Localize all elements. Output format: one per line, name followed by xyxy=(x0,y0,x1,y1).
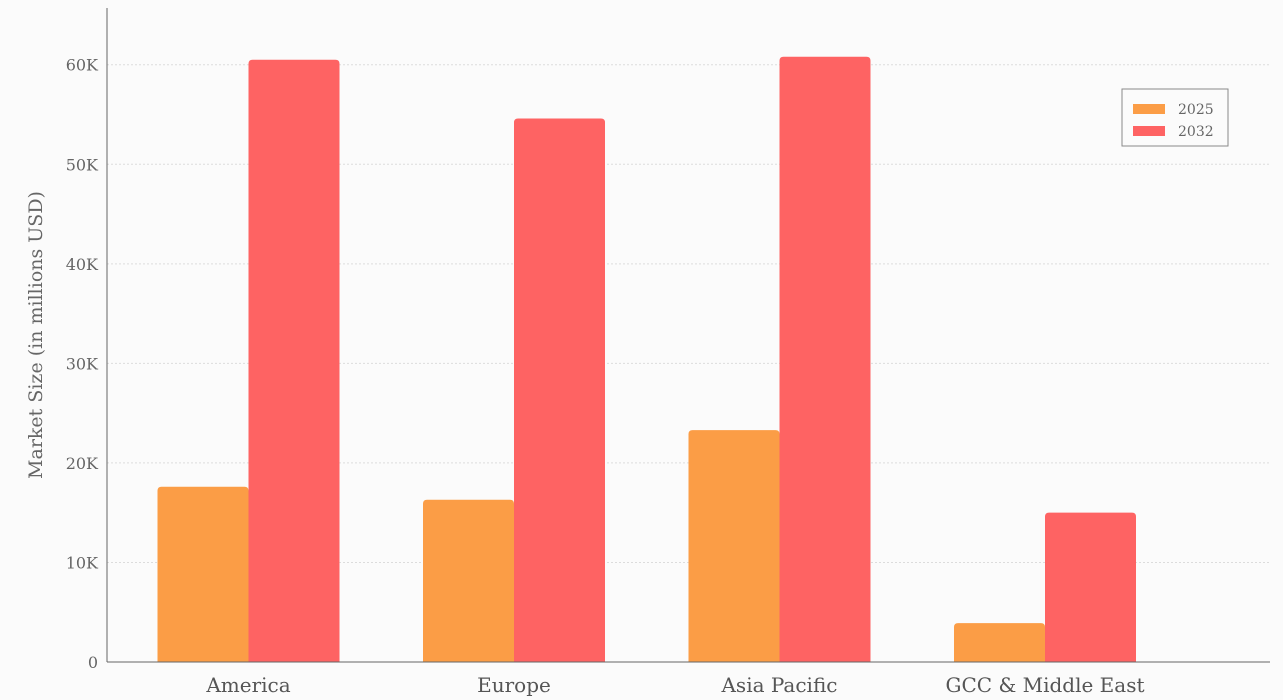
legend-box xyxy=(1121,88,1229,147)
legend-swatch xyxy=(1133,126,1165,136)
y-tick-label: 0 xyxy=(88,653,98,672)
axes xyxy=(106,8,1270,663)
legend-swatch xyxy=(1133,104,1165,114)
bar-2025-gcc-middle-east xyxy=(954,623,1045,662)
x-tick-label: Europe xyxy=(477,673,551,696)
y-tick-label: 20K xyxy=(66,454,99,473)
y-tick-label: 40K xyxy=(66,255,99,274)
x-tick-labels: America Europe Asia Pacific GCC & Middle Ea… xyxy=(205,673,1145,697)
bar-2025-asia-pacific xyxy=(688,430,780,662)
bar-2025-america xyxy=(157,486,249,662)
y-tick-label: 60K xyxy=(66,56,99,75)
bar-2032-america xyxy=(248,59,340,662)
bar-2025-europe xyxy=(423,499,514,662)
legend-label: 2032 xyxy=(1178,124,1214,140)
bars xyxy=(157,56,1136,663)
bar-2032-gcc-middle-east xyxy=(1045,512,1136,662)
y-tick-label: 50K xyxy=(66,155,99,174)
y-tick-label: 30K xyxy=(66,354,99,373)
bar-2032-europe xyxy=(514,118,605,662)
x-tick-label: America xyxy=(205,673,290,696)
bar-2032-asia-pacific xyxy=(779,56,871,663)
y-tick-label: 10K xyxy=(66,553,99,572)
x-tick-label: GCC & Middle East xyxy=(946,673,1145,696)
y-tick-labels: 0 10K 20K 30K 40K 50K 60K xyxy=(66,56,99,672)
legend-label: 2025 xyxy=(1178,102,1214,118)
y-axis-label: Market Size (in millions USD) xyxy=(25,191,47,479)
x-tick-label: Asia Pacific xyxy=(720,673,837,696)
legend: 2025 2032 xyxy=(1121,88,1229,147)
